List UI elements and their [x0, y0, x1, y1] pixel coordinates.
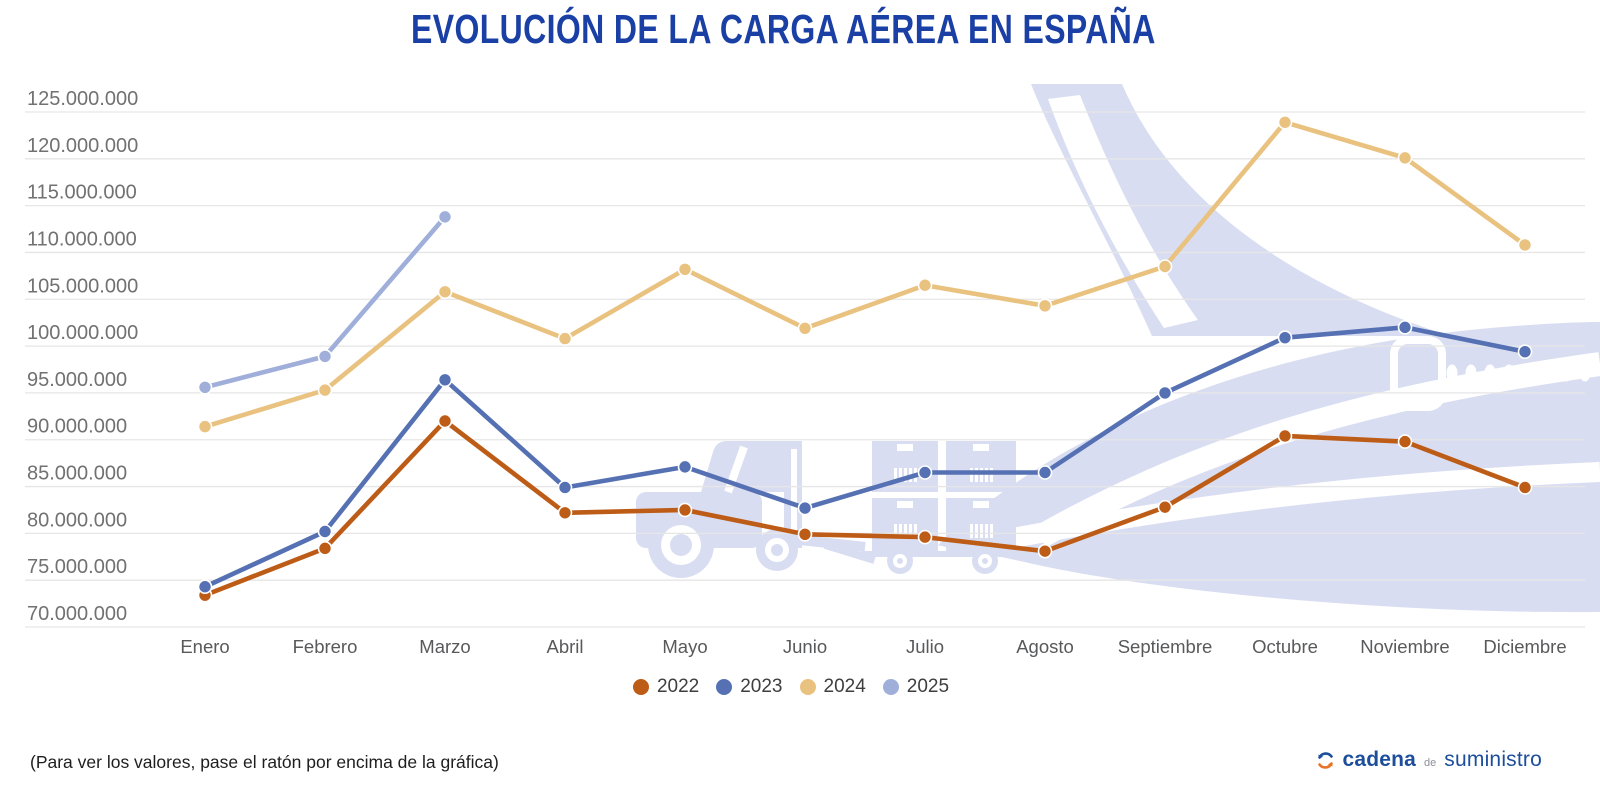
- x-axis-label: Febrero: [293, 636, 358, 657]
- data-point-2022-Junio[interactable]: [797, 526, 813, 542]
- watermark-plane-door: [1390, 336, 1446, 411]
- series-line-2022[interactable]: [202, 418, 1528, 598]
- data-point-2024-Noviembre[interactable]: [1397, 150, 1413, 166]
- data-point-2024-Julio[interactable]: [917, 277, 933, 293]
- logo-word-suministro: suministro: [1444, 748, 1542, 771]
- logo-word-cadena: cadena: [1342, 748, 1417, 771]
- legend-dot-2025: [882, 679, 899, 695]
- y-axis-label: 105.000.000: [27, 275, 138, 297]
- data-point-2022-Mayo[interactable]: [677, 502, 693, 518]
- data-point-2023-Julio[interactable]: [917, 465, 933, 480]
- data-point-2022-Abril[interactable]: [557, 505, 573, 521]
- data-point-2024-Diciembre[interactable]: [1517, 237, 1533, 253]
- data-point-2022-Agosto[interactable]: [1037, 543, 1053, 559]
- data-point-2023-Febrero[interactable]: [317, 524, 333, 539]
- data-point-2023-Enero[interactable]: [197, 579, 213, 595]
- y-axis-label: 110.000.000: [27, 228, 137, 250]
- x-axis-label: Diciembre: [1483, 636, 1566, 657]
- data-point-2024-Octubre[interactable]: [1277, 115, 1293, 130]
- data-point-2023-Octubre[interactable]: [1277, 330, 1293, 345]
- data-point-2025-Marzo[interactable]: [437, 209, 453, 225]
- legend-item-2025: 2025: [882, 676, 950, 698]
- data-point-2024-Agosto[interactable]: [1037, 298, 1053, 314]
- legend-label: 2022: [656, 676, 700, 697]
- y-axis-label: 120.000.000: [27, 135, 138, 157]
- legend-label: 2024: [823, 676, 866, 697]
- data-point-2022-Febrero[interactable]: [317, 541, 333, 556]
- x-axis-label: Noviembre: [1360, 636, 1449, 657]
- data-point-2024-Junio[interactable]: [797, 320, 813, 336]
- data-point-2023-Noviembre[interactable]: [1397, 320, 1413, 335]
- x-axis-label: Marzo: [419, 636, 470, 657]
- data-point-2024-Marzo[interactable]: [437, 284, 453, 300]
- data-point-2022-Noviembre[interactable]: [1397, 434, 1413, 449]
- page-title: EVOLUCIÓN DE LA CARGA AÉREA EN ESPAÑA: [410, 6, 1156, 52]
- y-axis-label: 115.000.000: [27, 182, 137, 204]
- watermark-airplane: [938, 84, 1600, 613]
- data-point-2024-Enero[interactable]: [197, 419, 213, 434]
- y-axis-label: 125.000.000: [27, 88, 138, 110]
- refresh-arrows-icon: [1318, 751, 1334, 769]
- y-axis-label: 80.000.000: [27, 509, 127, 531]
- data-point-2024-Septiembre[interactable]: [1157, 259, 1173, 274]
- y-axis-label: 90.000.000: [27, 416, 127, 438]
- data-point-2022-Septiembre[interactable]: [1157, 499, 1173, 515]
- brand-logo[interactable]: cadena de suministro: [1316, 748, 1542, 772]
- series-line-2024[interactable]: [202, 120, 1528, 429]
- data-point-2025-Febrero[interactable]: [317, 349, 333, 364]
- legend-label: 2025: [906, 676, 950, 697]
- data-point-2022-Marzo[interactable]: [437, 413, 453, 429]
- series-line-2023[interactable]: [202, 325, 1528, 590]
- data-point-2023-Septiembre[interactable]: [1157, 385, 1173, 401]
- data-point-2023-Diciembre[interactable]: [1517, 344, 1533, 360]
- x-axis-label: Mayo: [662, 636, 707, 657]
- legend-dot-2023: [716, 679, 733, 695]
- legend-item-2023: 2023: [716, 676, 783, 698]
- y-axis-label: 95.000.000: [27, 369, 127, 391]
- legend-item-2022: 2022: [632, 676, 700, 698]
- data-point-2024-Abril[interactable]: [557, 331, 573, 346]
- data-point-2023-Mayo[interactable]: [677, 459, 693, 475]
- legend-label: 2023: [740, 676, 783, 697]
- y-axis-label: 100.000.000: [27, 322, 138, 344]
- data-point-2024-Mayo[interactable]: [677, 262, 693, 277]
- line-chart[interactable]: 70.000.000 75.000.000 80.000.000 85.000.000…: [0, 0, 1600, 668]
- data-point-2025-Enero[interactable]: [197, 379, 213, 395]
- y-axis-label: 70.000.000: [27, 603, 127, 625]
- watermark-barcodes: [894, 468, 993, 538]
- data-point-2023-Abril[interactable]: [557, 480, 573, 495]
- chart-legend: 2022 2023 2024 2025: [0, 676, 1582, 698]
- y-axis-label: 85.000.000: [27, 463, 127, 485]
- hover-hint: (Para ver los valores, pase el ratón por…: [30, 752, 499, 772]
- x-axis-label: Agosto: [1016, 636, 1074, 657]
- legend-item-2024: 2024: [799, 676, 866, 698]
- y-axis-label: 75.000.000: [27, 556, 127, 578]
- legend-dot-2022: [632, 679, 649, 695]
- x-axis-label: Enero: [180, 636, 229, 657]
- data-point-2023-Agosto[interactable]: [1037, 465, 1053, 480]
- data-point-2022-Julio[interactable]: [917, 529, 933, 545]
- legend-dot-2024: [799, 679, 816, 695]
- data-point-2022-Diciembre[interactable]: [1517, 480, 1533, 495]
- data-point-2022-Octubre[interactable]: [1277, 428, 1293, 444]
- x-axis-label: Abril: [546, 636, 583, 657]
- x-axis-label: Junio: [783, 636, 827, 657]
- data-point-2023-Marzo[interactable]: [437, 372, 453, 388]
- data-point-2024-Febrero[interactable]: [317, 382, 333, 398]
- x-axis-label: Septiembre: [1118, 636, 1213, 657]
- watermark-plane-windows: [1446, 364, 1591, 382]
- logo-word-de: de: [1424, 757, 1437, 769]
- x-axis-label: Julio: [906, 636, 944, 657]
- data-point-2023-Junio[interactable]: [797, 500, 813, 516]
- x-axis-label: Octubre: [1252, 636, 1318, 657]
